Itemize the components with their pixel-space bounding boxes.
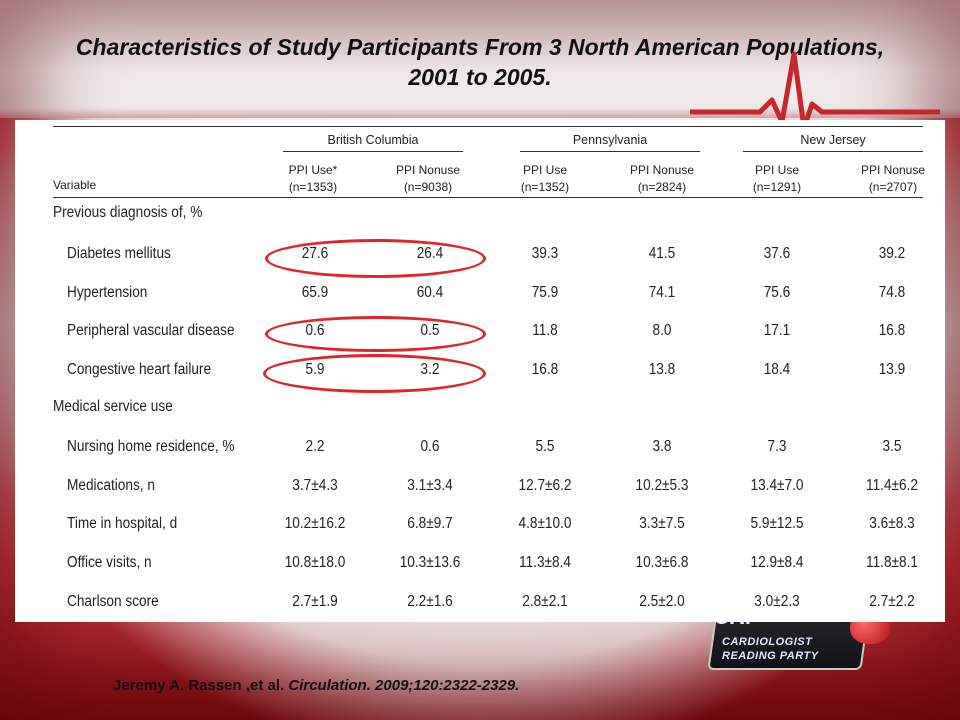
table-cell: 16.8 bbox=[878, 322, 906, 339]
table-cell: 16.8 bbox=[531, 361, 559, 378]
highlight-oval bbox=[263, 354, 486, 393]
citation: Jeremy A. Rassen ,et al. Circulation. 20… bbox=[113, 677, 519, 694]
group-rule bbox=[520, 151, 700, 152]
table-cell: 10.3±13.6 bbox=[399, 554, 461, 571]
table-cell: 11.3±8.4 bbox=[518, 554, 571, 571]
table-cell: 10.2±16.2 bbox=[284, 515, 346, 532]
table-cell: 13.9 bbox=[878, 361, 906, 378]
citation-journal: Circulation. 2009;120:2322-2329. bbox=[288, 677, 520, 694]
table-cell: 3.6±8.3 bbox=[869, 515, 915, 532]
table-cell: 12.7±6.2 bbox=[518, 477, 572, 494]
table-cell: 2.7±1.9 bbox=[292, 593, 338, 610]
table-cell: 41.5 bbox=[648, 245, 676, 262]
row-label: Time in hospital, d bbox=[67, 515, 178, 532]
table-cell: 17.1 bbox=[763, 322, 791, 339]
table-top-rule bbox=[53, 126, 923, 127]
table-cell: 11.8±8.1 bbox=[865, 554, 918, 571]
row-label: Hypertension bbox=[67, 284, 148, 301]
table-cell: 75.9 bbox=[531, 284, 559, 301]
table-cell: 5.5 bbox=[535, 438, 555, 455]
highlight-oval bbox=[265, 239, 486, 278]
table-cell: 7.3 bbox=[767, 438, 787, 455]
section-header: Medical service use bbox=[53, 398, 173, 415]
table-cell: 10.8±18.0 bbox=[284, 554, 346, 571]
table-cell: 75.6 bbox=[763, 284, 791, 301]
table-cell: 13.8 bbox=[648, 361, 676, 378]
ekg-line-icon bbox=[690, 51, 940, 130]
section-header: Previous diagnosis of, % bbox=[53, 204, 203, 221]
header-rule bbox=[53, 197, 923, 198]
table-cell: 3.7±4.3 bbox=[292, 477, 338, 494]
table-cell: 3.0±2.3 bbox=[754, 593, 800, 610]
table-cell: 65.9 bbox=[301, 284, 329, 301]
table-cell: 3.8 bbox=[652, 438, 672, 455]
table-cell: 3.1±3.4 bbox=[407, 477, 453, 494]
table-cell: 2.2±1.6 bbox=[407, 593, 453, 610]
table-cell: 74.1 bbox=[648, 284, 676, 301]
table-cell: 10.3±6.8 bbox=[635, 554, 689, 571]
group-header: Pennsylvania bbox=[572, 133, 648, 147]
table-cell: 3.5 bbox=[882, 438, 902, 455]
column-header: PPI Use* (n=1353) bbox=[288, 163, 338, 194]
table-cell: 2.5±2.0 bbox=[639, 593, 685, 610]
table-cell: 3.3±7.5 bbox=[639, 515, 685, 532]
column-header: PPI Use (n=1352) bbox=[520, 163, 570, 194]
table-cell: 13.4±7.0 bbox=[750, 477, 804, 494]
table-cell: 18.4 bbox=[763, 361, 791, 378]
table-cell: 37.6 bbox=[763, 245, 791, 262]
table-cell: 5.9±12.5 bbox=[750, 515, 804, 532]
table-cell: 60.4 bbox=[416, 284, 444, 301]
logo-line-2: READING PARTY bbox=[722, 650, 819, 662]
slide-title: Characteristics of Study Participants Fr… bbox=[75, 34, 885, 90]
row-label: Office visits, n bbox=[67, 554, 152, 571]
table-cell: 39.2 bbox=[878, 245, 906, 262]
row-label: Diabetes mellitus bbox=[67, 245, 171, 262]
column-header: PPI Nonuse (n=2824) bbox=[629, 163, 695, 194]
column-header: PPI Use (n=1291) bbox=[752, 163, 802, 194]
highlight-oval bbox=[265, 316, 486, 352]
column-header: PPI Nonuse (n=9038) bbox=[395, 163, 461, 194]
group-header: New Jersey bbox=[800, 133, 866, 147]
table-cell: 11.8 bbox=[532, 322, 558, 339]
group-rule bbox=[743, 151, 923, 152]
column-header: PPI Nonuse (n=2707) bbox=[860, 163, 926, 194]
table-cell: 8.0 bbox=[652, 322, 672, 339]
table-cell: 10.2±5.3 bbox=[635, 477, 689, 494]
row-label: Charlson score bbox=[67, 593, 159, 610]
table-cell: 2.2 bbox=[305, 438, 325, 455]
row-label: Congestive heart failure bbox=[67, 361, 212, 378]
table-cell: 2.7±2.2 bbox=[869, 593, 915, 610]
group-header: British Columbia bbox=[327, 133, 419, 147]
variable-header: Variable bbox=[53, 178, 97, 192]
study-table: British Columbia Pennsylvania New Jersey… bbox=[15, 120, 945, 622]
table-cell: 4.8±10.0 bbox=[518, 515, 572, 532]
logo-line-1: CARDIOLOGIST bbox=[722, 636, 813, 648]
table-cell: 39.3 bbox=[531, 245, 559, 262]
table-cell: 2.8±2.1 bbox=[522, 593, 568, 610]
table-cell: 74.8 bbox=[878, 284, 906, 301]
table-cell: 0.6 bbox=[420, 438, 440, 455]
row-label: Peripheral vascular disease bbox=[67, 322, 235, 339]
table-cell: 11.4±6.2 bbox=[865, 477, 918, 494]
table-cell: 6.8±9.7 bbox=[407, 515, 453, 532]
row-label: Medications, n bbox=[67, 477, 155, 494]
citation-authors: Jeremy A. Rassen ,et al. bbox=[113, 677, 289, 694]
group-rule bbox=[283, 151, 463, 152]
row-label: Nursing home residence, % bbox=[67, 438, 235, 455]
table-cell: 12.9±8.4 bbox=[750, 554, 804, 571]
